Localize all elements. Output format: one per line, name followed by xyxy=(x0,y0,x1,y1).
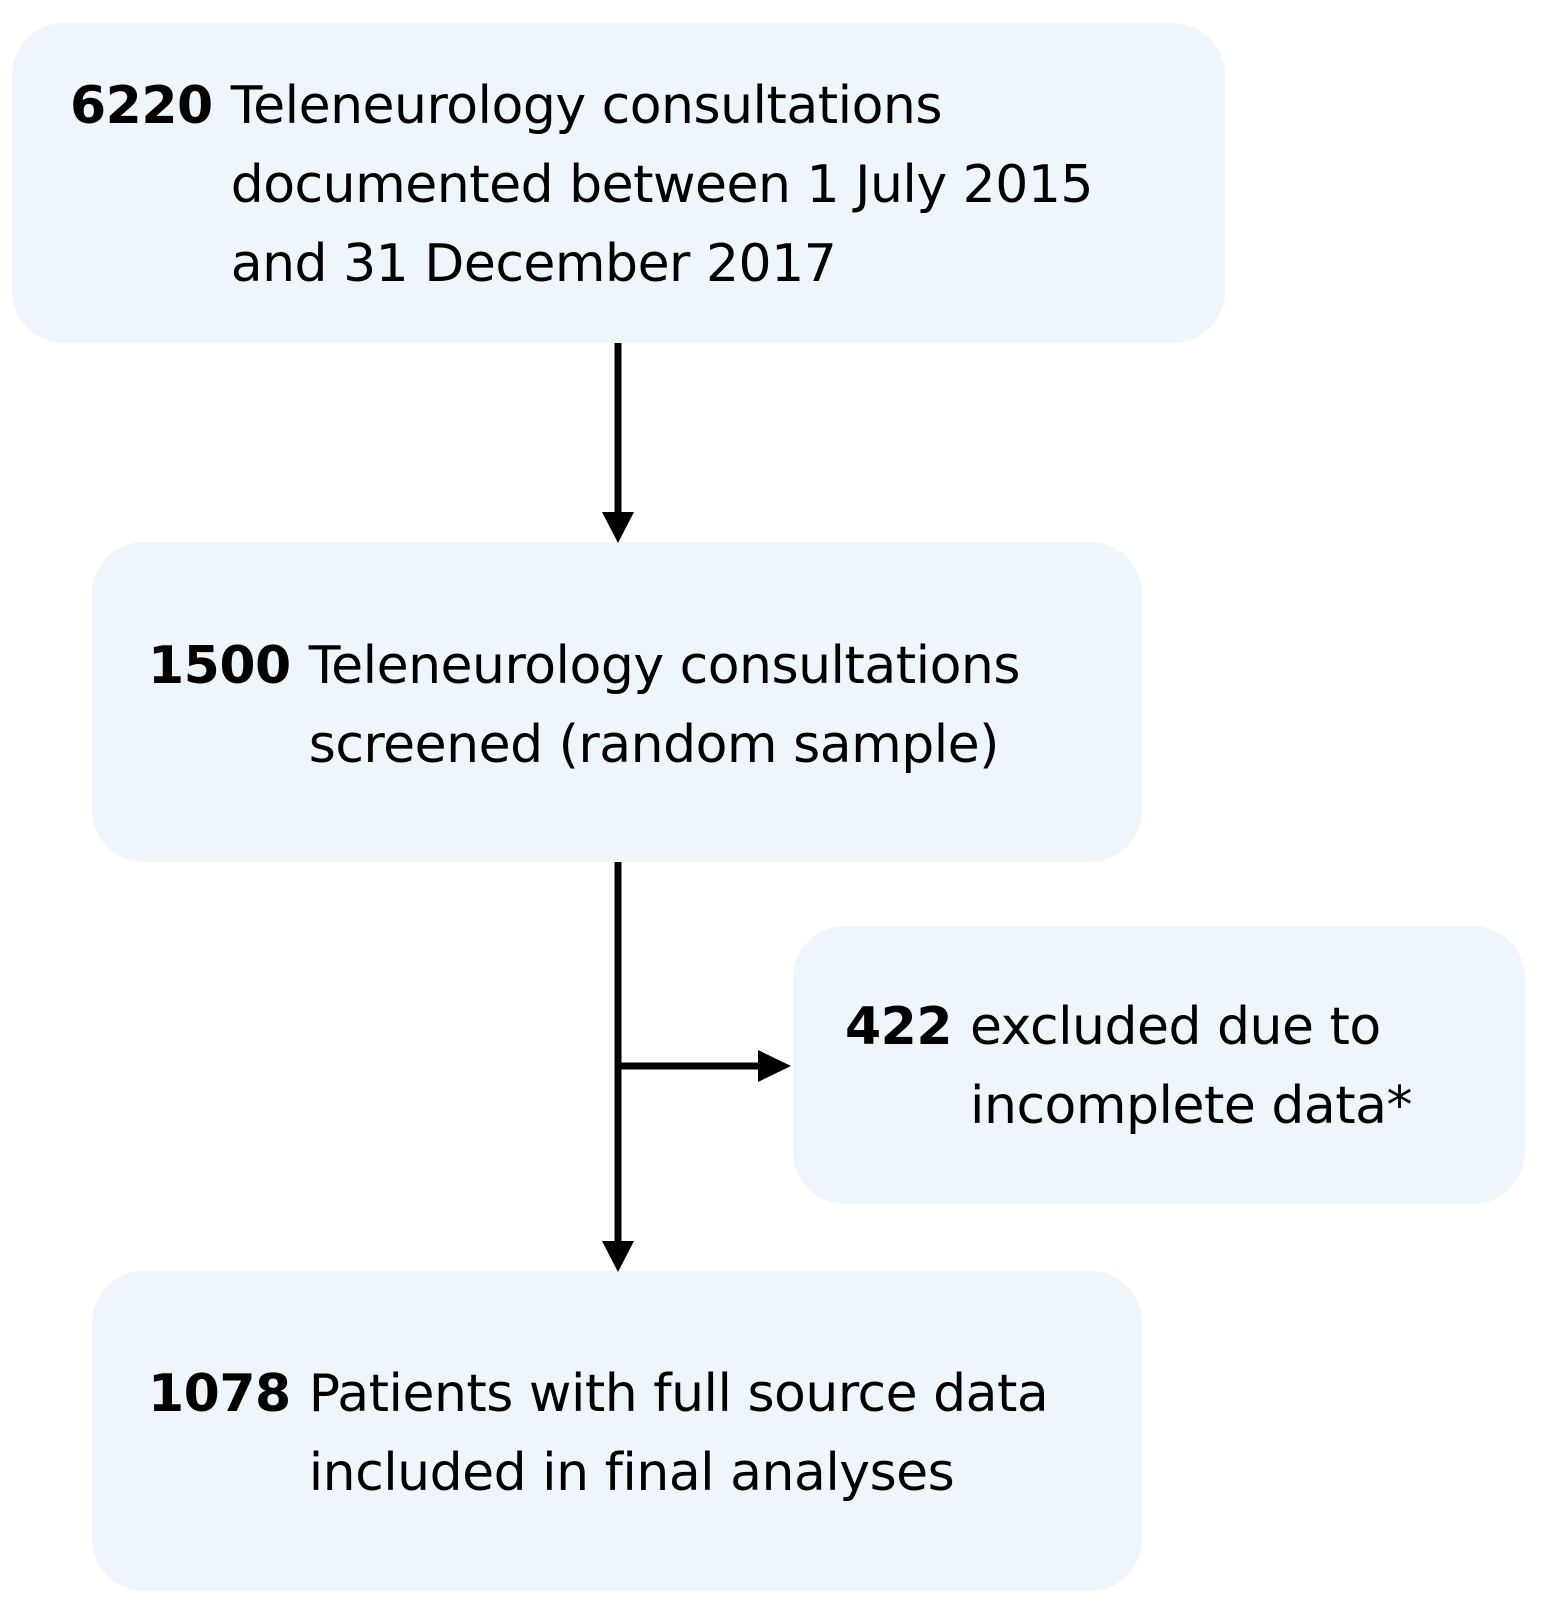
box-total-consultations-text: 6220 Teleneurology consultations documen… xyxy=(70,67,1094,304)
arrow-2-head xyxy=(602,1241,634,1272)
box-total-consultations xyxy=(12,23,1225,343)
box-excluded-text: 422 excluded due to incomplete data* xyxy=(845,988,1412,1146)
arrow-branch-head xyxy=(758,1050,791,1082)
included-patients-line-1: Patients with full source data xyxy=(308,1364,1049,1424)
box-included-patients xyxy=(92,1271,1142,1591)
screened-consultations-count: 1500 xyxy=(148,636,291,696)
box-excluded xyxy=(793,926,1525,1204)
total-consultations-line-1: Teleneurology consultations xyxy=(230,76,943,136)
excluded-line-1: excluded due to xyxy=(970,997,1381,1057)
total-consultations-line-2: documented between 1 July 2015 xyxy=(230,155,1094,215)
screened-consultations-line-1: Teleneurology consultations xyxy=(308,636,1021,696)
included-patients-line-2: included in final analyses xyxy=(308,1443,955,1503)
box-screened-consultations-text: 1500 Teleneurology consultations screene… xyxy=(148,627,1020,785)
excluded-count: 422 xyxy=(845,997,953,1057)
total-consultations-count: 6220 xyxy=(70,76,213,136)
box-screened-consultations xyxy=(92,542,1142,862)
total-consultations-line-3: and 31 December 2017 xyxy=(230,234,837,294)
screened-consultations-line-2: screened (random sample) xyxy=(308,715,1000,775)
arrow-1-head xyxy=(602,512,634,543)
excluded-line-2: incomplete data* xyxy=(970,1076,1412,1136)
included-patients-count: 1078 xyxy=(148,1364,291,1424)
box-included-patients-text: 1078 Patients with full source data incl… xyxy=(148,1355,1049,1513)
